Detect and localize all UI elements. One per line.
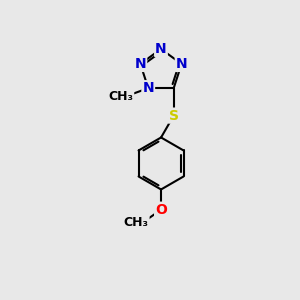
Text: S: S xyxy=(169,109,179,123)
Text: N: N xyxy=(142,81,154,95)
Text: CH₃: CH₃ xyxy=(124,216,148,229)
Text: O: O xyxy=(155,203,167,217)
Text: N: N xyxy=(155,42,167,56)
Text: N: N xyxy=(176,57,188,71)
Text: CH₃: CH₃ xyxy=(108,90,133,103)
Text: N: N xyxy=(135,57,146,71)
